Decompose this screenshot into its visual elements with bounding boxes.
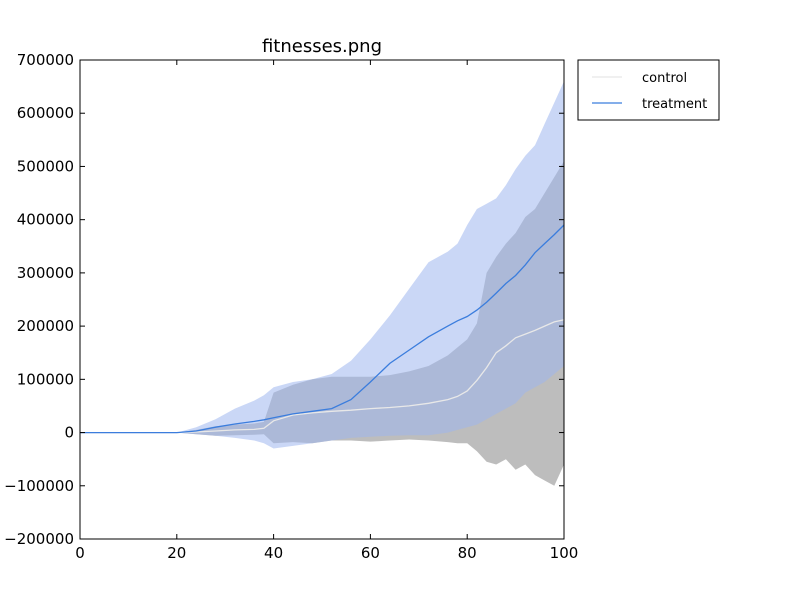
y-tick-label: 600000 — [17, 104, 74, 122]
x-tick-label: 80 — [458, 544, 477, 562]
line-control — [80, 319, 565, 434]
x-axis-ticks: 0 20 40 60 80 100 — [75, 60, 578, 562]
y-tick-label: 200000 — [17, 317, 74, 335]
y-tick-label: 100000 — [17, 370, 74, 388]
series-lines — [80, 224, 565, 434]
plot-frame — [79, 59, 565, 540]
x-tick-label: 100 — [550, 544, 579, 562]
y-tick-label: 400000 — [17, 211, 74, 229]
band-treatment — [80, 81, 564, 449]
legend-box — [577, 59, 720, 121]
legend: control treatment — [577, 59, 720, 121]
y-axis-ticks: −200000 −100000 0 100000 200000 300000 400000 5… — [4, 51, 564, 548]
line-treatment — [80, 224, 565, 434]
series-bands — [80, 81, 564, 486]
y-tick-label: 700000 — [17, 51, 74, 69]
y-tick-label: 500000 — [17, 157, 74, 175]
legend-label-control: control — [642, 71, 687, 86]
y-tick-label: 0 — [64, 424, 74, 442]
x-tick-label: 60 — [361, 544, 380, 562]
y-tick-label: −200000 — [4, 530, 74, 548]
chart-title: fitnesses.png — [262, 36, 382, 57]
y-tick-label: −100000 — [4, 477, 74, 495]
x-tick-label: 20 — [167, 544, 186, 562]
y-tick-label: 300000 — [17, 264, 74, 282]
legend-label-treatment: treatment — [642, 97, 707, 112]
x-tick-label: 0 — [75, 544, 85, 562]
x-tick-label: 40 — [264, 544, 283, 562]
